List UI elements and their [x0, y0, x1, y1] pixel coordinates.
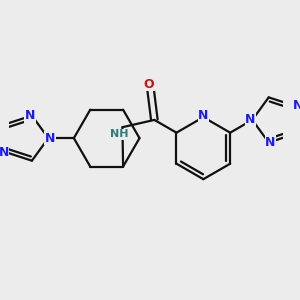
Text: N: N [25, 109, 35, 122]
Text: N: N [45, 132, 55, 145]
Text: O: O [144, 78, 154, 91]
Text: N: N [198, 109, 208, 122]
Text: N: N [265, 136, 276, 149]
Text: N: N [0, 146, 9, 159]
Text: N: N [293, 100, 300, 112]
Text: NH: NH [110, 130, 129, 140]
Text: N: N [245, 113, 256, 126]
